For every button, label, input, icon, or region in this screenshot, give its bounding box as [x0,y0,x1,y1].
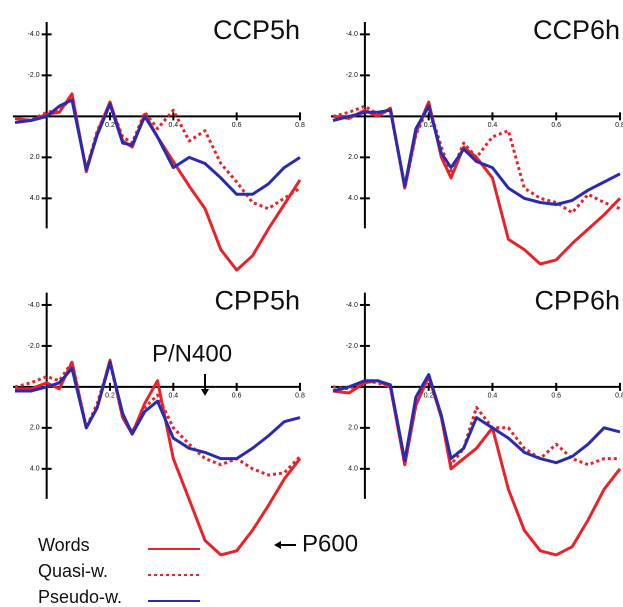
y-tick-label: 4.0 [348,195,358,202]
y-tick-label: -2.0 [346,72,358,79]
y-tick-label: 2.0 [348,425,358,432]
annotation-arrowhead [201,389,209,396]
annotation: P/N400 [152,340,232,367]
panel-title: CCP6h [533,15,620,45]
waveform [332,373,621,465]
panel-title: CCP5h [213,15,300,45]
annotation: P600 [302,530,358,557]
x-tick-label: 0.8 [295,393,305,400]
x-tick-label: 0.2 [424,122,434,129]
x-tick-label: 0.2 [105,393,115,400]
y-tick-label: 2.0 [30,154,40,161]
y-tick-label: -2.0 [28,72,40,79]
x-tick-label: 0.4 [488,393,498,400]
x-tick-label: 0.6 [232,393,242,400]
annotation-arrowhead [274,541,281,549]
waveform [332,104,621,215]
x-tick-label: 0.4 [168,122,178,129]
legend-label: Quasi-w. [38,561,108,581]
x-tick-label: 0.8 [615,393,623,400]
x-tick-label: 0.4 [488,122,498,129]
y-tick-label: -2.0 [28,343,40,350]
waveform [332,375,622,557]
x-tick-label: 0.2 [105,122,115,129]
waveform [332,100,622,266]
legend-label: Words [38,535,90,555]
y-tick-label: -4.0 [346,31,358,38]
waveform [332,104,621,206]
y-tick-label: 4.0 [30,466,40,473]
y-tick-label: 4.0 [348,466,358,473]
x-tick-label: 0.8 [295,122,305,129]
waveform [14,98,301,196]
y-tick-label: 2.0 [348,154,358,161]
y-tick-label: 2.0 [30,425,40,432]
waveform [14,360,302,477]
y-tick-label: -2.0 [346,343,358,350]
panel-title: CPP6h [534,286,620,316]
x-tick-label: 0.6 [232,122,242,129]
y-tick-label: -4.0 [346,302,358,309]
waveform [15,360,301,461]
y-tick-label: -4.0 [28,302,40,309]
y-tick-label: -4.0 [28,31,40,38]
x-tick-label: 0.6 [551,122,561,129]
x-tick-label: 0.2 [424,393,434,400]
panel-title: CPP5h [214,286,300,316]
legend-label: Pseudo-w. [38,587,122,607]
x-tick-label: 0.6 [551,393,561,400]
waveform [332,373,620,467]
waveform [15,358,302,557]
y-tick-label: 4.0 [30,195,40,202]
x-tick-label: 0.4 [168,393,178,400]
waveform [14,92,302,272]
x-tick-label: 0.8 [615,122,623,129]
